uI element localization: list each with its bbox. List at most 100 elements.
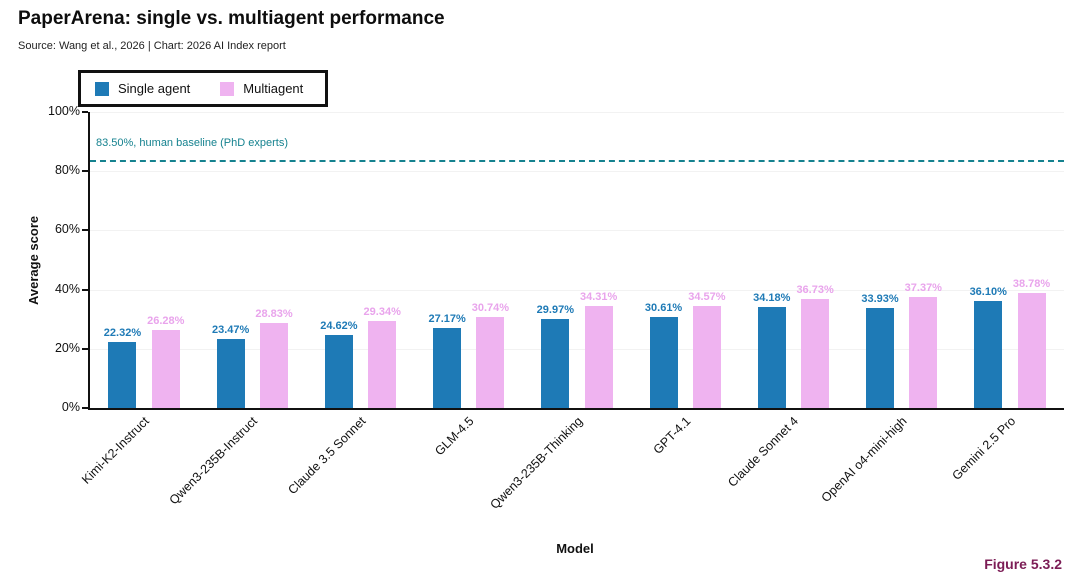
y-tick-mark <box>82 407 88 409</box>
bar-value-label-single-agent: 30.61% <box>644 302 683 315</box>
bar-single-agent <box>541 319 570 408</box>
legend-item-multiagent: Multiagent <box>220 81 303 96</box>
bar-value-label-multiagent: 38.78% <box>1012 278 1051 291</box>
bar-column-single-agent: 27.17% <box>428 312 466 408</box>
bar-group-gemini-2-5-pro: 36.10% 38.78% <box>956 112 1064 408</box>
legend-label: Single agent <box>118 81 191 96</box>
x-axis-title: Model <box>556 541 594 556</box>
bar-multiagent <box>801 299 830 408</box>
legend: Single agent Multiagent <box>78 70 329 107</box>
bar-column-single-agent: 23.47% <box>212 324 249 408</box>
y-tick-label: 20% <box>54 340 80 355</box>
bar-single-agent <box>974 301 1003 408</box>
x-tick-label-glm-4-5: GLM-4.5 <box>432 414 477 459</box>
y-tick-mark <box>82 170 88 173</box>
x-tick-label-claude-sonnet-4: Claude Sonnet 4 <box>725 414 802 490</box>
bar-column-single-agent: 36.10% <box>970 286 1007 408</box>
bar-column-multiagent: 28.83% <box>255 307 293 408</box>
bar-single-agent <box>324 335 353 408</box>
bar-value-label-single-agent: 36.10% <box>969 286 1007 299</box>
bar-single-agent <box>108 341 137 408</box>
bar-value-label-single-agent: 23.47% <box>212 323 250 336</box>
bar-value-label-multiagent: 28.83% <box>255 307 293 320</box>
y-tick-mark <box>82 229 88 232</box>
bar-multiagent <box>909 297 938 408</box>
bar-group-claude-3-5-sonnet: 24.62% 29.34% <box>306 112 414 408</box>
legend-swatch-multiagent <box>220 81 235 96</box>
bar-column-multiagent: 29.34% <box>364 306 401 408</box>
bar-column-multiagent: 26.28% <box>147 315 184 408</box>
y-tick-mark <box>82 111 88 113</box>
bar-multiagent <box>692 305 721 408</box>
y-tick-label: 60% <box>54 222 80 237</box>
bar-multiagent <box>151 330 180 408</box>
x-tick-label-openai-o4-mini-high: OpenAI o4-mini-high <box>818 414 910 505</box>
legend-label: Multiagent <box>243 81 304 96</box>
bar-value-label-multiagent: 34.31% <box>579 291 618 304</box>
figure-label: Figure 5.3.2 <box>984 556 1062 572</box>
bar-single-agent <box>866 307 894 408</box>
bar-value-label-single-agent: 34.18% <box>753 291 791 304</box>
bar-group-qwen3-235b-instruct: 23.47% 28.83% <box>198 112 306 408</box>
x-tick-label-qwen3-235b-thinking: Qwen3-235B-Thinking <box>487 414 585 512</box>
bar-group-glm-4-5: 27.17% 30.74% <box>415 112 523 408</box>
y-tick-label: 80% <box>54 163 80 178</box>
bar-column-multiagent: 36.73% <box>796 284 834 408</box>
bar-multiagent <box>476 317 505 408</box>
x-tick-label-qwen3-235b-instruct: Qwen3-235B-Instruct <box>166 414 261 508</box>
bar-multiagent <box>584 306 613 408</box>
bar-group-openai-o4-mini-high: 33.93% 37.37% <box>848 112 956 408</box>
bar-value-label-multiagent: 34.57% <box>688 290 726 303</box>
y-tick-label: 100% <box>48 104 80 118</box>
y-tick-mark <box>82 347 88 350</box>
bar-column-single-agent: 24.62% <box>320 320 358 408</box>
bar-group-qwen3-235b-thinking: 29.97% 34.31% <box>523 112 631 408</box>
bar-column-multiagent: 38.78% <box>1013 278 1050 408</box>
gridline <box>90 230 1064 232</box>
human-baseline-annotation: 83.50%, human baseline (PhD experts) <box>96 136 288 149</box>
bar-single-agent <box>216 338 245 408</box>
bar-column-single-agent: 34.18% <box>753 292 790 408</box>
bar-group-claude-sonnet-4: 34.18% 36.73% <box>739 112 847 408</box>
bar-value-label-multiagent: 37.37% <box>904 282 942 295</box>
bar-value-label-single-agent: 27.17% <box>428 312 466 325</box>
x-tick-label-gpt-4-1: GPT-4.1 <box>650 414 694 457</box>
x-tick-label-kimi-k2-instruct: Kimi-K2-Instruct <box>79 414 153 487</box>
bar-multiagent <box>259 322 288 408</box>
x-tick-label-claude-3-5-sonnet: Claude 3.5 Sonnet <box>285 414 369 498</box>
gridline <box>90 171 1064 173</box>
gridline <box>90 112 1064 113</box>
bar-single-agent <box>433 327 462 408</box>
bar-value-label-multiagent: 30.74% <box>471 302 510 315</box>
y-tick-label: 0% <box>61 400 80 414</box>
bar-column-single-agent: 22.32% <box>104 327 141 408</box>
bar-column-multiagent: 34.57% <box>688 290 726 408</box>
bar-multiagent <box>1017 293 1046 408</box>
bar-value-label-multiagent: 26.28% <box>147 315 185 328</box>
bar-column-multiagent: 30.74% <box>472 302 509 408</box>
y-tick-label: 40% <box>54 281 80 296</box>
legend-item-single-agent: Single agent <box>95 81 190 96</box>
y-tick-mark <box>82 288 88 291</box>
bar-column-single-agent: 29.97% <box>537 304 574 408</box>
gridline <box>90 289 1064 291</box>
bar-single-agent <box>649 317 678 408</box>
bar-value-label-single-agent: 22.32% <box>103 326 142 339</box>
x-tick-label-gemini-2-5-pro: Gemini 2.5 Pro <box>948 414 1018 483</box>
chart-subtitle: Source: Wang et al., 2026 | Chart: 2026 … <box>18 40 286 52</box>
bar-group-kimi-k2-instruct: 22.32% 26.28% <box>90 112 198 408</box>
bar-column-multiagent: 37.37% <box>905 282 942 408</box>
bar-column-single-agent: 30.61% <box>645 302 682 408</box>
bar-value-label-multiagent: 29.34% <box>363 306 401 319</box>
bar-value-label-single-agent: 24.62% <box>320 320 358 333</box>
plot-area: Average score 0% 20% 40% 60% 80% 100% 83.50%, … <box>26 104 1064 414</box>
bar-value-label-multiagent: 36.73% <box>796 284 834 297</box>
chart-title: PaperArena: single vs. multiagent perfor… <box>18 8 445 29</box>
human-baseline-line <box>90 159 1064 162</box>
bar-value-label-single-agent: 29.97% <box>536 304 574 317</box>
bar-multiagent <box>368 321 397 408</box>
bar-column-single-agent: 33.93% <box>861 293 899 408</box>
legend-swatch-single-agent <box>95 81 109 96</box>
bar-single-agent <box>757 306 786 408</box>
